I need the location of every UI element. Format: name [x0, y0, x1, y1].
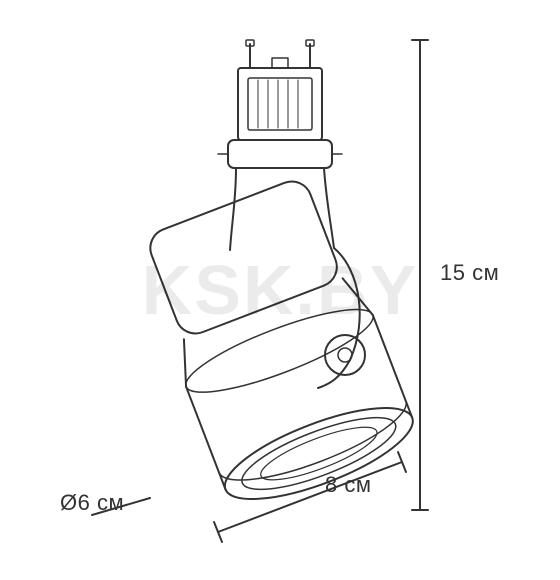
track-adapter — [238, 40, 322, 140]
bracket-arm — [230, 168, 360, 388]
dim-height — [412, 40, 428, 510]
label-width: 8 см — [325, 472, 371, 498]
label-height: 15 см — [440, 260, 499, 286]
lamp-body — [131, 170, 423, 517]
mount-bridge — [218, 140, 342, 168]
label-diameter: Ø6 см — [60, 490, 124, 516]
diagram-canvas: 15 см 8 см Ø6 см KSK.BY — [0, 0, 560, 580]
